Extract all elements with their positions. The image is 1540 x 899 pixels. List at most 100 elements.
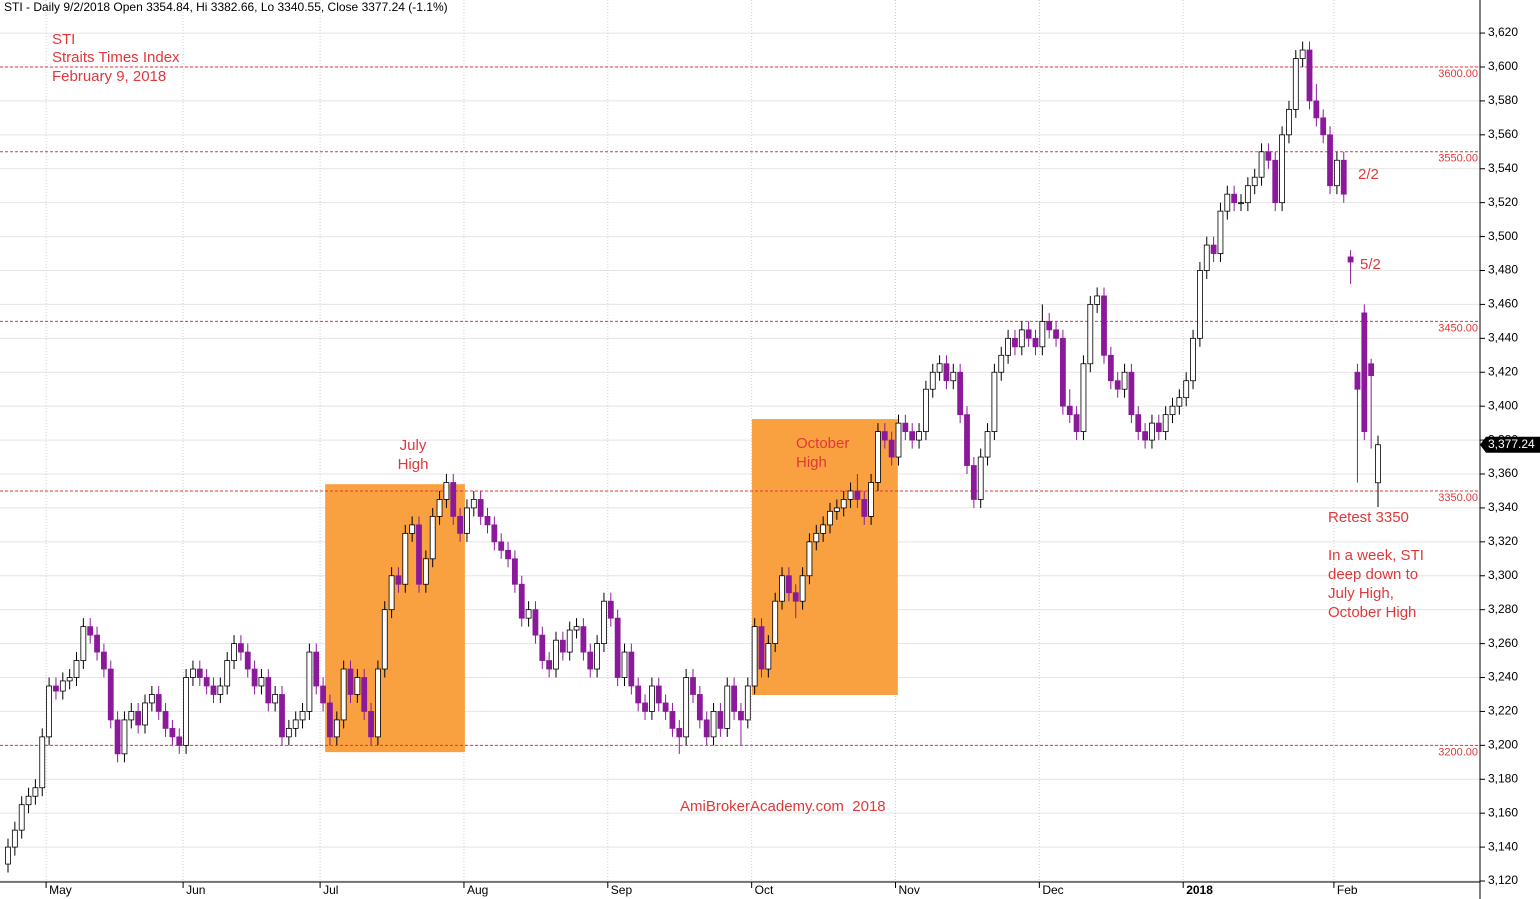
y-tick-label: 3,520 [1488,195,1518,209]
candle-body [436,499,443,517]
candle-body [854,490,861,500]
candle-body [553,639,559,670]
candle-body [279,694,285,738]
candle-body [66,677,73,682]
candle-body [875,431,881,483]
candle-body [135,711,142,726]
highlight-box [325,484,465,753]
candle-body [847,490,854,500]
candle-body [1073,414,1080,433]
comment: July High, [1328,585,1394,602]
candle-body [196,668,203,678]
candle-body [546,660,553,670]
y-tick-label: 3,460 [1488,297,1518,311]
candle-body [970,465,977,500]
y-tick-label: 3,360 [1488,466,1518,480]
note: Retest 3350 [1328,509,1409,526]
candle-body [621,651,628,678]
y-tick-label: 3,260 [1488,636,1518,650]
candle-body [1368,363,1375,377]
box-label: October [796,435,849,452]
candle-body [881,431,888,441]
candle-body [429,516,436,560]
candle-body [368,711,374,738]
y-tick-label: 3,120 [1488,873,1518,887]
candle-body [142,702,148,726]
candle-body [1025,329,1032,339]
candle-body [183,677,190,746]
candle-body [738,711,744,721]
candle-body [162,711,169,729]
candle-body [642,702,648,712]
candle-body [148,694,155,704]
candle-body [1094,295,1101,305]
candle-body [895,422,902,458]
candle-body [539,634,546,661]
x-tick-label: Aug [467,883,488,897]
candle-body [1251,176,1258,187]
candle-body [566,629,573,653]
candle-body [1203,244,1210,271]
candle-body [395,575,402,585]
candle-body [87,626,94,636]
candle-body [1128,371,1135,416]
watermark: AmiBrokerAcademy.com 2018 [680,798,886,815]
candle-body [1005,337,1011,356]
highlight-box [751,419,898,695]
candle-body [1334,159,1340,187]
candle-body [381,609,388,670]
candle-body [203,677,210,687]
candle-body [710,711,717,738]
candle-body [101,651,107,670]
candle-body [333,719,340,738]
candle-body [580,626,587,653]
box-label: High [796,454,827,471]
candle-body [422,558,429,585]
level-label: 3200.00 [1438,746,1478,758]
candle-body [374,668,381,738]
x-tick-label: Sep [611,883,633,897]
candle-body [491,524,498,543]
price-tag [1480,436,1540,453]
x-tick-label: 2018 [1186,883,1213,897]
candle-body [669,711,676,729]
candle-body [1244,185,1251,204]
candle-body [1066,405,1073,416]
candle-body [792,592,799,602]
candle-body [717,711,724,729]
candle-body [902,422,909,433]
candle-body [964,414,970,466]
candle-body [655,685,662,704]
candle-body [991,371,998,433]
x-tick-label: Oct [755,883,774,897]
comment: In a week, STI [1328,547,1424,564]
candle-body [190,668,196,678]
candle-body [1258,151,1265,178]
candle-body [114,719,121,755]
candle-body [272,694,279,704]
candle-body [573,626,580,631]
candle-body [464,507,470,534]
candle-body [1231,193,1238,204]
candle-body [265,677,272,704]
candle-body [840,499,847,509]
candle-body [1155,422,1162,433]
candle-body [498,541,505,551]
candle-body [5,846,11,865]
x-tick-label: May [49,883,72,897]
candle-body [1142,431,1148,441]
candle-body [46,685,52,738]
candle-body [1101,295,1107,356]
y-tick-label: 3,280 [1488,602,1518,616]
candle-body [1053,329,1059,339]
candle-body [1121,371,1128,390]
x-tick-label: Dec [1042,883,1063,897]
comment: October High [1328,604,1416,621]
candle-body [258,677,265,687]
candle-body [833,507,840,512]
candle-body [1224,193,1231,212]
candle-body [1162,414,1169,433]
candle-body [25,795,32,806]
candle-body [628,651,635,687]
